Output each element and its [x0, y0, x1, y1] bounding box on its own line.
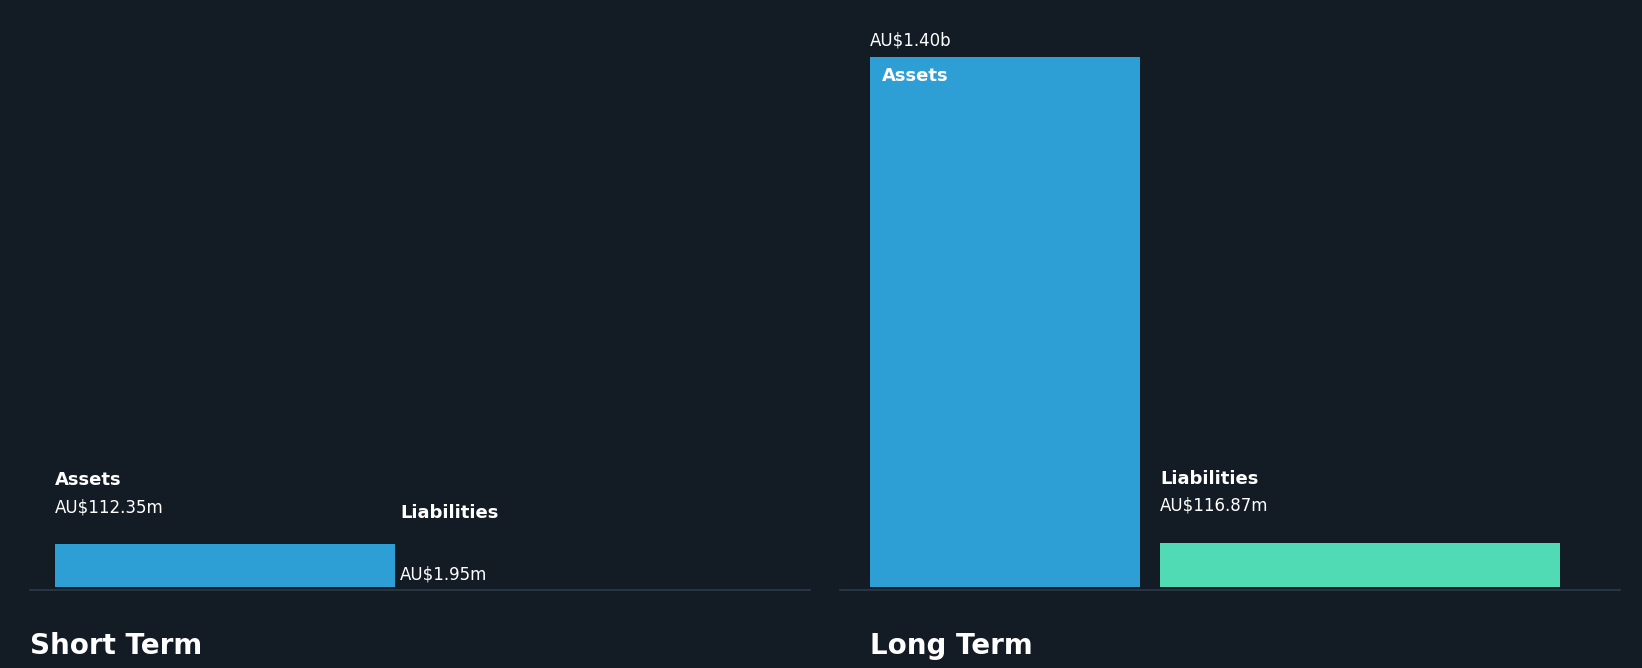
Bar [1159, 543, 1560, 587]
Text: AU$1.40b: AU$1.40b [870, 31, 952, 49]
Text: AU$116.87m: AU$116.87m [1159, 497, 1269, 515]
Text: Assets: Assets [882, 67, 949, 85]
Text: Short Term: Short Term [30, 632, 202, 660]
Bar [870, 57, 1140, 587]
Text: Assets: Assets [54, 472, 122, 490]
Text: Long Term: Long Term [870, 632, 1033, 660]
Text: AU$112.35m: AU$112.35m [54, 498, 164, 516]
Text: AU$1.95m: AU$1.95m [401, 566, 488, 584]
Bar [54, 544, 396, 587]
Text: Liabilities: Liabilities [401, 504, 499, 522]
Text: Liabilities: Liabilities [1159, 470, 1258, 488]
